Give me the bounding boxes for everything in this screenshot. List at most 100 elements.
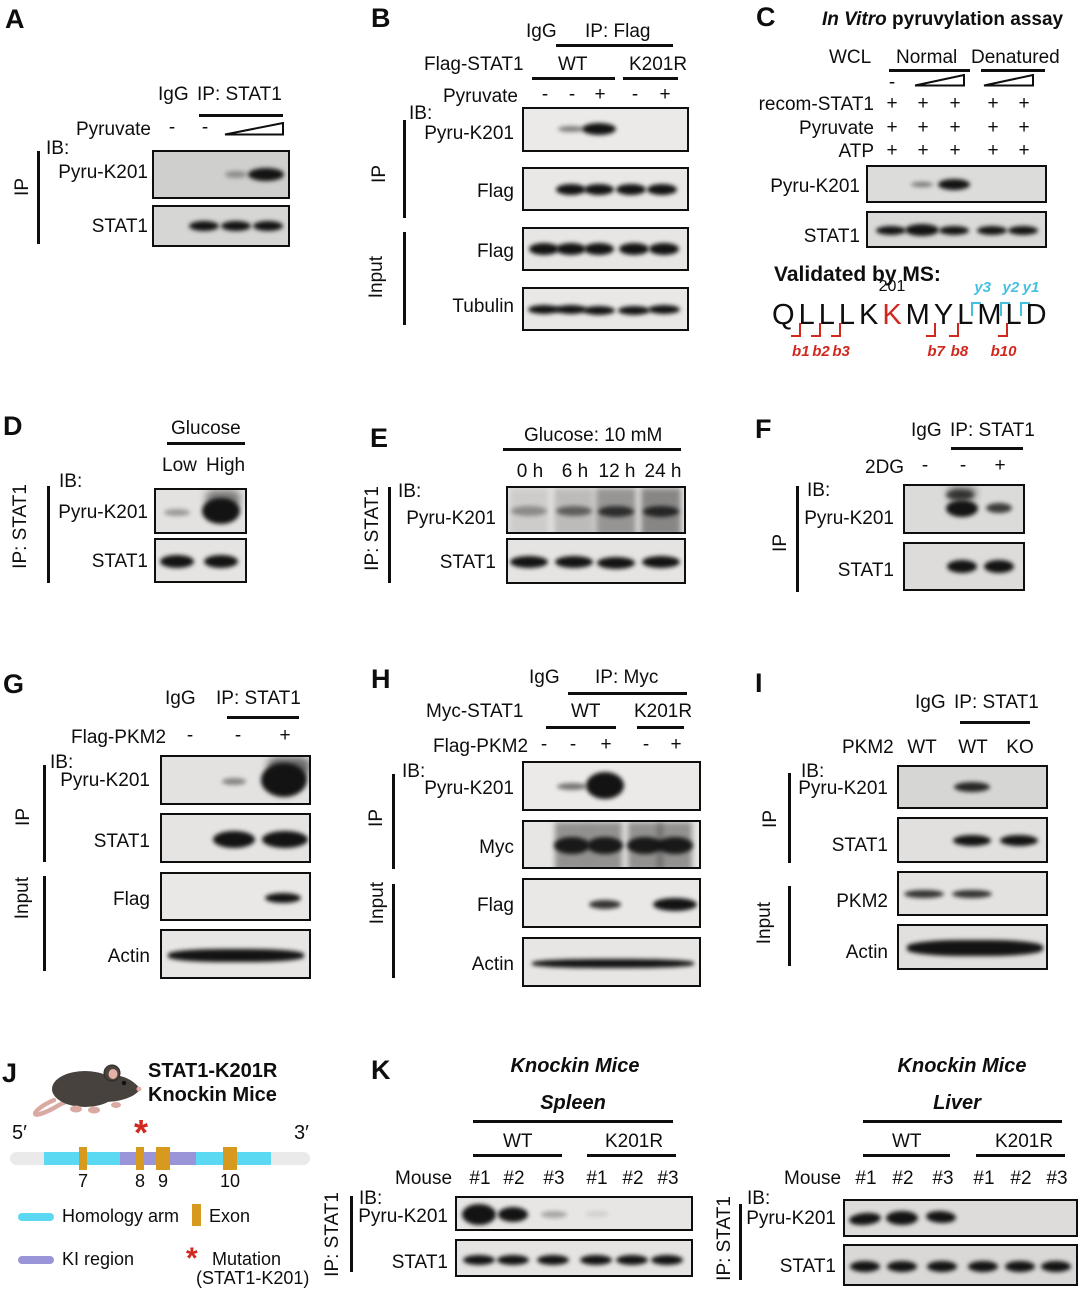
ib-label: IB: — [409, 103, 433, 124]
seq-letter: L — [838, 299, 855, 331]
wt-label: WT — [571, 701, 601, 722]
blot-label: Actin — [107, 946, 150, 967]
blot-band — [938, 179, 970, 190]
mutant-underline — [637, 726, 684, 729]
bracket-line — [788, 886, 791, 966]
blot-band — [529, 243, 559, 255]
blot-label: STAT1 — [391, 1252, 448, 1273]
blot-label: Flag — [477, 895, 514, 916]
residue-number: 201 — [878, 278, 906, 295]
blot-band — [589, 900, 621, 909]
gradient-wedge-icon — [914, 74, 965, 87]
treatment-label: Pyruvate — [443, 86, 518, 107]
blot-band — [925, 1210, 957, 1224]
mutant-label: K201R — [629, 54, 688, 75]
seq-letter: K — [858, 299, 879, 331]
blot-label: Flag — [477, 181, 514, 202]
blot-band — [558, 126, 584, 132]
blot-band — [213, 831, 255, 848]
blot-label: Myc — [479, 837, 514, 858]
mouse-number: #1 — [469, 1168, 491, 1189]
mouse-number: #3 — [932, 1168, 954, 1189]
bracket-line — [350, 1196, 353, 1272]
blot-band — [556, 243, 586, 255]
blot-band — [221, 221, 251, 231]
bracket-line — [43, 876, 46, 971]
blot-band — [497, 1255, 529, 1265]
wt-label: WT — [892, 1131, 922, 1152]
blot-band — [587, 837, 623, 854]
y-ion-bracket — [1019, 302, 1030, 316]
blot-band — [253, 221, 283, 231]
glucose-label: Glucose — [171, 418, 241, 439]
seq-letter-k201: K 201 — [878, 278, 906, 331]
mutation-asterisk-icon: * — [133, 1112, 149, 1153]
timepoint-label: 6 h — [561, 461, 589, 482]
blot-band — [556, 506, 592, 516]
blot-band — [204, 555, 238, 568]
blot-stat1 — [154, 538, 247, 583]
blot-band — [627, 837, 663, 854]
blot-band — [168, 949, 304, 962]
lane-value: + — [987, 93, 999, 114]
blot-band — [643, 506, 679, 517]
b-ion-label: b8 — [950, 343, 969, 360]
exon-number: 10 — [219, 1171, 241, 1191]
lane-value: - — [631, 84, 639, 105]
three-prime-label: 3′ — [294, 1122, 309, 1144]
blot-label: Pyru-K201 — [358, 1206, 448, 1227]
blot-band — [555, 305, 587, 314]
blot-band — [556, 184, 586, 195]
row-label: Pyruvate — [799, 118, 874, 139]
ip-side-label: IP: STAT1 — [714, 1196, 735, 1281]
mouse-row-label: Mouse — [784, 1168, 842, 1189]
blot-band — [160, 555, 194, 568]
mouse-row-label: Mouse — [395, 1168, 453, 1189]
treatment-label: Flag-PKM2 — [433, 736, 529, 757]
mouse-illustration — [33, 1064, 142, 1117]
legend-exon-swatch — [192, 1204, 201, 1226]
blot-flag — [160, 872, 311, 921]
treatment-label: Pyruvate — [76, 119, 151, 140]
blot-band — [954, 782, 990, 792]
mutant-underline — [623, 77, 678, 80]
exon-7-box — [79, 1147, 87, 1170]
lane-value: + — [670, 734, 682, 755]
blot-band — [528, 305, 560, 314]
blot-band — [248, 168, 284, 181]
blot-band — [554, 837, 590, 854]
blot-band — [618, 306, 650, 315]
lane-value: + — [886, 93, 898, 114]
header-underline — [960, 721, 1030, 724]
b-ion-label: b10 — [990, 343, 1017, 360]
ib-label: IB: — [59, 471, 83, 492]
bracket-line — [47, 486, 50, 583]
normal-label: Normal — [896, 47, 958, 68]
blot-label: Actin — [471, 954, 514, 975]
blot-band — [261, 763, 307, 797]
treatment-label: 2DG — [865, 457, 905, 478]
blot-band — [580, 1255, 612, 1265]
mouse-number: #3 — [543, 1168, 565, 1189]
organ-label: Liver — [933, 1092, 981, 1114]
y-ion-bracket — [971, 302, 982, 316]
b-ion-bracket — [810, 323, 821, 337]
blot-band — [952, 890, 992, 898]
blot-stat1 — [843, 1244, 1078, 1286]
blot-label: Pyru-K201 — [58, 162, 148, 183]
b-ion-label: b7 — [927, 343, 945, 360]
blot-band — [905, 224, 939, 236]
wt-underline — [863, 1154, 950, 1157]
mouse-number: #2 — [892, 1168, 914, 1189]
bracket-line — [403, 120, 406, 218]
header-underline — [568, 692, 687, 695]
legend-homology-swatch — [18, 1213, 54, 1221]
blot-band — [583, 306, 615, 315]
lane-value: - — [959, 455, 967, 476]
blot-flag-ip — [522, 167, 689, 211]
blot-band — [225, 171, 247, 178]
